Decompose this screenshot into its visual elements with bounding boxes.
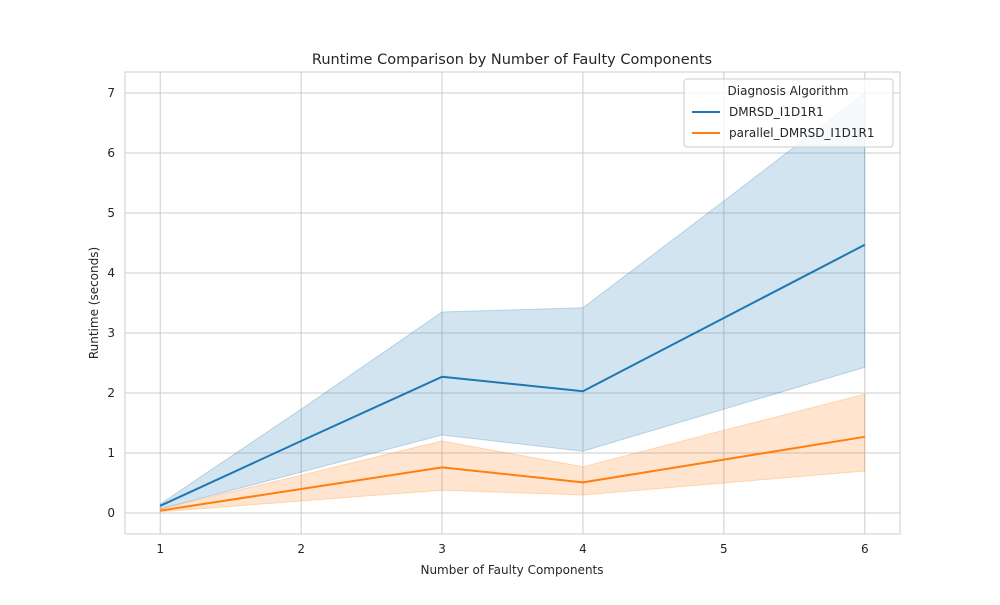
x-tick-label: 3 — [438, 542, 446, 556]
series-line-0 — [159, 243, 866, 507]
y-tick-label: 1 — [107, 446, 115, 460]
y-axis-label: Runtime (seconds) — [87, 247, 101, 359]
y-tick-label: 7 — [107, 86, 115, 100]
x-tick-label: 4 — [579, 542, 587, 556]
y-tick-label: 6 — [107, 146, 115, 160]
series-line-1 — [160, 435, 865, 512]
x-tick-labels: 1 2 3 4 5 6 — [156, 542, 868, 556]
x-tick-label: 1 — [156, 542, 164, 556]
legend: Diagnosis Algorithm DMRSD_I1D1R1 paralle… — [683, 78, 894, 148]
confidence-band-1 — [159, 393, 866, 513]
legend-label-parallel-dmrsd: parallel_DMRSD_I1D1R1 — [729, 126, 874, 140]
x-tick-label: 2 — [297, 542, 305, 556]
chart-title: Runtime Comparison by Number of Faulty C… — [312, 52, 712, 68]
plot-frame — [124, 71, 901, 535]
x-axis-label: Number of Faulty Components — [420, 563, 603, 577]
y-tick-label: 5 — [107, 206, 115, 220]
x-tick-label: 6 — [861, 542, 869, 556]
legend-title: Diagnosis Algorithm — [728, 84, 849, 98]
y-tick-label: 4 — [107, 266, 115, 280]
legend-box — [683, 78, 894, 148]
confidence-bands — [159, 91, 866, 513]
y-tick-labels: 0 1 2 3 4 5 6 7 — [107, 86, 115, 520]
confidence-band-0 — [159, 91, 866, 510]
series-lines — [159, 243, 866, 512]
y-tick-label: 0 — [107, 506, 115, 520]
x-tick-label: 5 — [720, 542, 728, 556]
plot-area — [125, 72, 900, 534]
y-tick-label: 3 — [107, 326, 115, 340]
legend-label-dmrsd: DMRSD_I1D1R1 — [729, 105, 824, 119]
y-tick-label: 2 — [107, 386, 115, 400]
